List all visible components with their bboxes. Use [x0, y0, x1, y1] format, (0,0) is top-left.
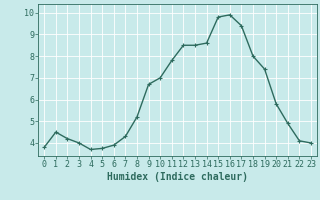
X-axis label: Humidex (Indice chaleur): Humidex (Indice chaleur) — [107, 172, 248, 182]
